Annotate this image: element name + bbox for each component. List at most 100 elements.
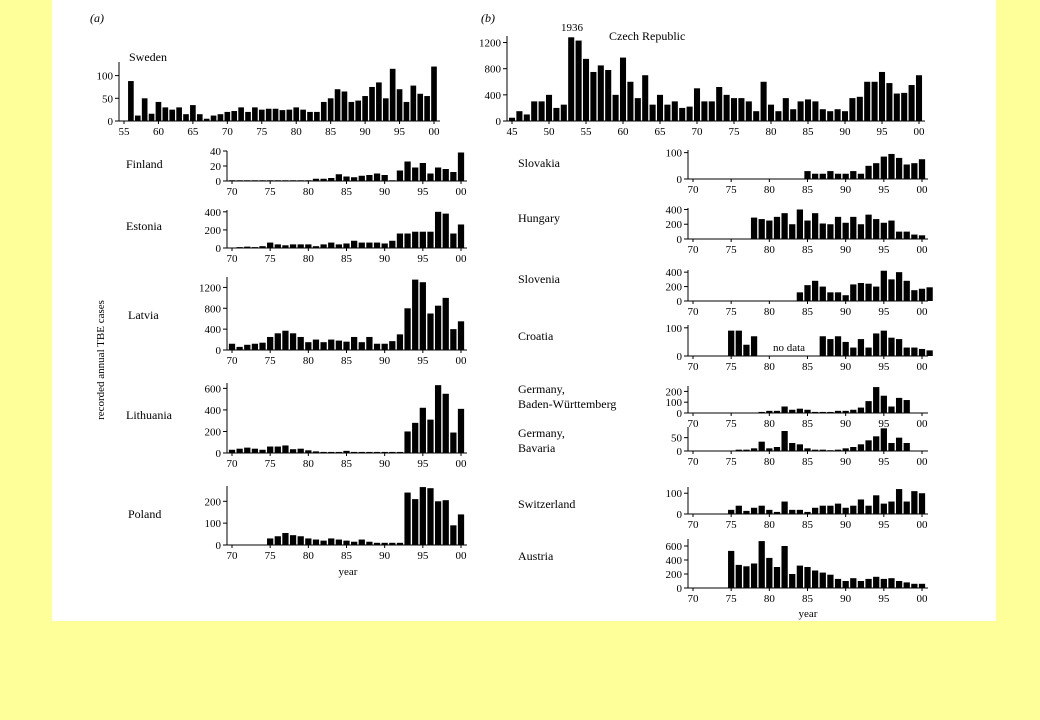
bar-estonia-1979 [297, 244, 304, 248]
bar-sweden-1968 [210, 115, 217, 121]
bar-czech-1963 [642, 75, 649, 121]
xtick-label-finland-75: 75 [265, 186, 277, 198]
xtick-label-lithuania-80: 80 [303, 458, 315, 470]
bar-czech-1957 [597, 65, 604, 121]
croatia-no-data-label: no data [773, 342, 805, 354]
xtick-label-finland-80: 80 [303, 186, 315, 198]
bar-sweden-1993 [382, 98, 389, 121]
bar-czech-1980 [767, 104, 775, 121]
bar-czech-1991 [849, 98, 856, 121]
xtick-label-germany_bw-95: 95 [878, 418, 890, 430]
chart-slovenia: 0 200 400 70 75 80 85 90 95 00 Slovenia [518, 267, 933, 318]
bar-finland-1999 [450, 172, 457, 181]
bar-czech-1997 [893, 93, 900, 121]
bar-croatia-1994 [873, 333, 880, 356]
series-name-slovenia: Slovenia [518, 272, 561, 286]
ytick-label-slovakia-100: 100 [666, 148, 683, 160]
bar-austria-1982 [781, 546, 788, 588]
bar-croatia-1988 [827, 339, 834, 356]
bar-slovenia-2000 [918, 288, 926, 301]
ytick-label-germany_bw-100: 100 [666, 397, 683, 409]
bar-switzerland-1980 [766, 509, 773, 514]
bar-austria-1999 [911, 583, 918, 588]
xtick-label-latvia-80: 80 [303, 355, 315, 367]
bar-lithuania-1991 [389, 451, 396, 453]
xtick-label-poland-95: 95 [417, 550, 429, 562]
xtick-label-germany_bav-90: 90 [840, 456, 852, 468]
bar-poland-1994 [412, 499, 419, 545]
bar-estonia-1994 [412, 231, 419, 248]
xtick-label-austria-75: 75 [726, 593, 738, 605]
xtick-label-finland-90: 90 [379, 186, 391, 198]
bar-switzerland-1987 [819, 505, 826, 514]
chart-slovakia: 0 100 70 75 80 85 90 95 00 Slovakia [518, 148, 928, 196]
ytick-label-austria-200: 200 [666, 569, 683, 581]
bar-switzerland-1989 [834, 503, 842, 514]
xtick-label-switzerland-75: 75 [726, 519, 738, 531]
xtick-label-sweden-85: 85 [325, 126, 337, 138]
bar-poland-1981 [312, 539, 320, 545]
ytick-label-czech-400: 400 [485, 90, 502, 102]
bar-poland-1999 [450, 525, 457, 545]
bar-austria-1986 [812, 570, 819, 588]
ytick-label-croatia-0: 0 [677, 351, 683, 363]
xtick-label-latvia-85: 85 [341, 355, 353, 367]
xtick-label-slovenia-90: 90 [840, 306, 852, 318]
bar-finland-2000 [457, 152, 465, 181]
bar-sweden-1963 [176, 107, 182, 121]
bar-austria-1997 [895, 581, 903, 588]
bar-sweden-1965 [190, 105, 196, 121]
ytick-label-latvia-1200: 1200 [199, 282, 222, 294]
xtick-label-latvia-90: 90 [379, 355, 391, 367]
bar-czech-1986 [812, 101, 819, 121]
bar-slovakia-1991 [850, 171, 857, 179]
bar-poland-1983 [328, 538, 335, 545]
bar-poland-1991 [389, 542, 396, 545]
bar-austria-1994 [873, 576, 880, 588]
xtick-label-finland-95: 95 [417, 186, 429, 198]
xtick-label-hungary-75: 75 [726, 244, 738, 256]
xtick-label-germany_bav-80: 80 [764, 456, 776, 468]
bar-sweden-1991 [369, 86, 375, 121]
bar-czech-1947 [523, 114, 530, 121]
chart-poland: 0 100 200 70 75 80 85 90 95 00 Poland [128, 486, 467, 562]
bar-slovenia-1995 [880, 270, 887, 301]
series-name-finland: Finland [126, 157, 163, 171]
bar-germany_bav-1981 [773, 447, 781, 451]
bar-lithuania-1975 [267, 446, 274, 453]
xtick-label-croatia-75: 75 [726, 361, 738, 373]
bar-slovakia-1988 [827, 171, 834, 179]
bar-latvia-1976 [274, 333, 281, 350]
xtick-label-finland-00: 00 [456, 186, 468, 198]
bar-germany_bav-1996 [888, 443, 895, 451]
xtick-label-austria-80: 80 [764, 593, 776, 605]
bar-lithuania-1970 [228, 449, 236, 453]
bar-germany_bw-1992 [857, 407, 865, 413]
bar-sweden-1981 [300, 109, 306, 121]
bar-austria-1977 [743, 566, 750, 588]
bar-slovenia-1994 [873, 286, 880, 301]
bar-estonia-1978 [289, 244, 297, 248]
bar-croatia-1993 [865, 347, 872, 356]
bar-poland-1998 [442, 500, 449, 545]
series-name-hungary: Hungary [518, 211, 560, 225]
bar-germany_bav-1979 [758, 441, 765, 451]
bar-slovenia-1991 [850, 284, 857, 301]
bar-latvia-1996 [427, 313, 434, 350]
bar-czech-1967 [671, 101, 678, 121]
bar-lithuania-1995 [419, 407, 426, 453]
bar-sweden-1977 [272, 108, 279, 121]
bar-switzerland-1976 [735, 505, 742, 514]
bar-estonia-1999 [450, 233, 457, 248]
xtick-label-sweden-70: 70 [222, 126, 234, 138]
bar-switzerland-1984 [796, 509, 803, 514]
bar-estonia-1974 [259, 246, 266, 248]
xtick-label-hungary-95: 95 [878, 244, 890, 256]
bar-czech-1948 [531, 101, 538, 121]
bar-germany_bw-1990 [842, 410, 849, 413]
bar-czech-1979 [760, 81, 767, 121]
series-name-germany_bw: Germany, Baden-Württemberg [518, 382, 616, 411]
xtick-label-croatia-00: 00 [917, 361, 929, 373]
bar-finland-1982 [320, 178, 327, 181]
bar-germany_bav-1978 [750, 448, 758, 451]
